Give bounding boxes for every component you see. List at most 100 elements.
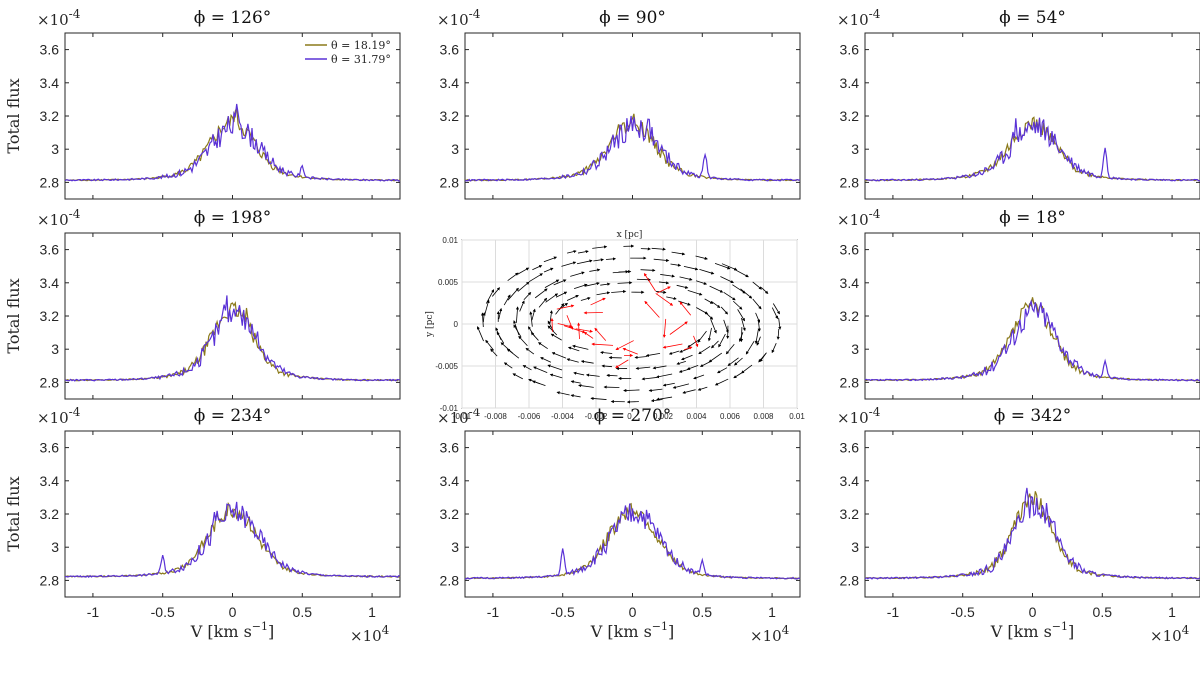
axes-frame (64, 32, 401, 200)
quiver-arrow (498, 307, 503, 320)
series-line-2 (864, 487, 1200, 580)
y-tick-label: 3.4 (840, 473, 860, 489)
y-tick-label: 3.2 (840, 506, 860, 522)
quiver-arrow (495, 327, 502, 340)
quiver-arrow (482, 312, 486, 323)
quiver-arrow (734, 357, 743, 366)
quiver-arrow (697, 386, 708, 391)
quiver-x-label: x [pc] (617, 230, 643, 240)
panel-3: 2.8 3 3.2 3.4 3.6 ×10-4 ϕ = 54° (837, 7, 1200, 200)
panel-4: 2.8 3 3.2 3.4 3.6 ×10-4 ϕ = 198° Total flux (4, 207, 401, 400)
y-tick-label: 3.2 (40, 506, 60, 522)
quiver-arrow (538, 342, 548, 349)
quiver-arrow-inner (693, 335, 699, 348)
quiver-arrow (566, 358, 579, 363)
quiver-arrow (519, 300, 525, 312)
quiver-arrow-inner (564, 325, 586, 334)
panel-6: 2.8 3 3.2 3.4 3.6 -1 -0.5 0 0.5 1 ×10-4 ϕ = 234° Tot… (4, 405, 401, 645)
y-tick-label: 3.4 (440, 473, 460, 489)
quiver-arrow (651, 247, 666, 251)
quiver-arrow (550, 333, 562, 341)
quiver-arrow (529, 311, 533, 327)
quiver-arrow (556, 391, 570, 396)
quiver-arrow (670, 263, 682, 267)
x-tick-label: 0 (629, 604, 637, 620)
quiver-arrow (538, 297, 548, 308)
x-tick-label: 0 (1029, 604, 1037, 620)
x-tick-label: -1 (87, 604, 100, 620)
quiver-arrow (676, 361, 686, 365)
axes-frame (864, 430, 1200, 598)
y-tick-label: 3.4 (440, 75, 460, 91)
y-tick-label: 3.6 (840, 242, 860, 258)
quiver-arrow-inner (556, 304, 575, 310)
quiver-arrow (757, 319, 761, 332)
quiver-panel: -0.01 -0.008 -0.006 -0.004 -0.002 0 0.002 0.004… (425, 230, 805, 421)
quiver-arrow (533, 366, 548, 373)
quiver-arrow (693, 374, 705, 380)
quiver-arrow (584, 282, 600, 287)
quiver-arrow (723, 319, 729, 334)
quiver-arrow (652, 365, 667, 370)
quiver-arrow (695, 255, 708, 260)
quiver-arrow (721, 263, 738, 271)
y-tick-label: 3 (51, 141, 59, 157)
legend: θ = 18.19°θ = 31.79° (305, 39, 391, 66)
quiver-arrow (698, 345, 711, 355)
x-exponent-power: 4 (782, 623, 790, 637)
quiver-arrow (672, 383, 690, 389)
y-tick-label: 3.2 (840, 108, 860, 124)
quiver-arrow (699, 360, 712, 367)
x-axis-label-sup: −1 (1052, 620, 1068, 633)
y-tick-label: 3.2 (440, 506, 460, 522)
quiver-arrow (738, 332, 744, 342)
quiver-arrow (758, 352, 767, 363)
quiver-arrow-inner (575, 328, 593, 333)
quiver-arrow (676, 284, 689, 289)
panel-1: 2.8 3 3.2 3.4 3.6 ×10-4 ϕ = 126° Total flux θ = … (4, 7, 401, 200)
y-tick-label: 3 (851, 141, 859, 157)
x-tick-label: 0.5 (293, 604, 313, 620)
y-tick-label: 3.2 (40, 108, 60, 124)
quiver-arrow (534, 288, 548, 299)
quiver-arrow (733, 268, 749, 278)
quiver-arrow (760, 286, 769, 294)
x-axis-label-sup: −1 (652, 620, 668, 633)
quiver-arrow (590, 396, 607, 401)
quiver-arrow-inner (643, 272, 656, 292)
series-line-2 (864, 299, 1200, 382)
quiver-arrow (500, 342, 514, 354)
legend-entry: θ = 31.79° (331, 53, 391, 66)
quiver-arrow (600, 351, 613, 355)
panel-title: ϕ = 342° (994, 406, 1072, 426)
quiver-arrow (518, 335, 528, 347)
y-tick-label: 3.6 (840, 440, 860, 456)
axes-frame (864, 32, 1200, 200)
quiver-arrow (655, 373, 673, 379)
quiver-arrow (707, 327, 712, 342)
quiver-arrow (718, 333, 726, 348)
quiver-arrow (507, 272, 519, 281)
quiver-arrow (578, 384, 594, 388)
y-tick-label: 3.4 (40, 473, 60, 489)
y-exponent: ×10-4 (437, 7, 481, 29)
y-tick-label: 3.2 (840, 308, 860, 324)
quiver-arrow (532, 265, 543, 271)
quiver-x-tick-label: 0.008 (753, 412, 774, 421)
y-tick-label: 3 (51, 539, 59, 555)
quiver-arrow-inner (683, 346, 693, 351)
y-tick-label: 3.4 (40, 75, 60, 91)
quiver-arrow (485, 289, 495, 304)
quiver-arrow (662, 382, 675, 387)
x-tick-label: 0.5 (1093, 604, 1113, 620)
series-line-2 (64, 295, 400, 382)
y-tick-label: 2.8 (40, 174, 60, 190)
x-exponent: ×104 (350, 623, 390, 645)
quiver-arrow (566, 295, 579, 301)
axes-frame (464, 32, 801, 200)
y-tick-label: 3 (51, 341, 59, 357)
x-tick-label: -1 (487, 604, 500, 620)
legend-entry: θ = 18.19° (331, 39, 391, 52)
quiver-arrow (720, 306, 729, 315)
